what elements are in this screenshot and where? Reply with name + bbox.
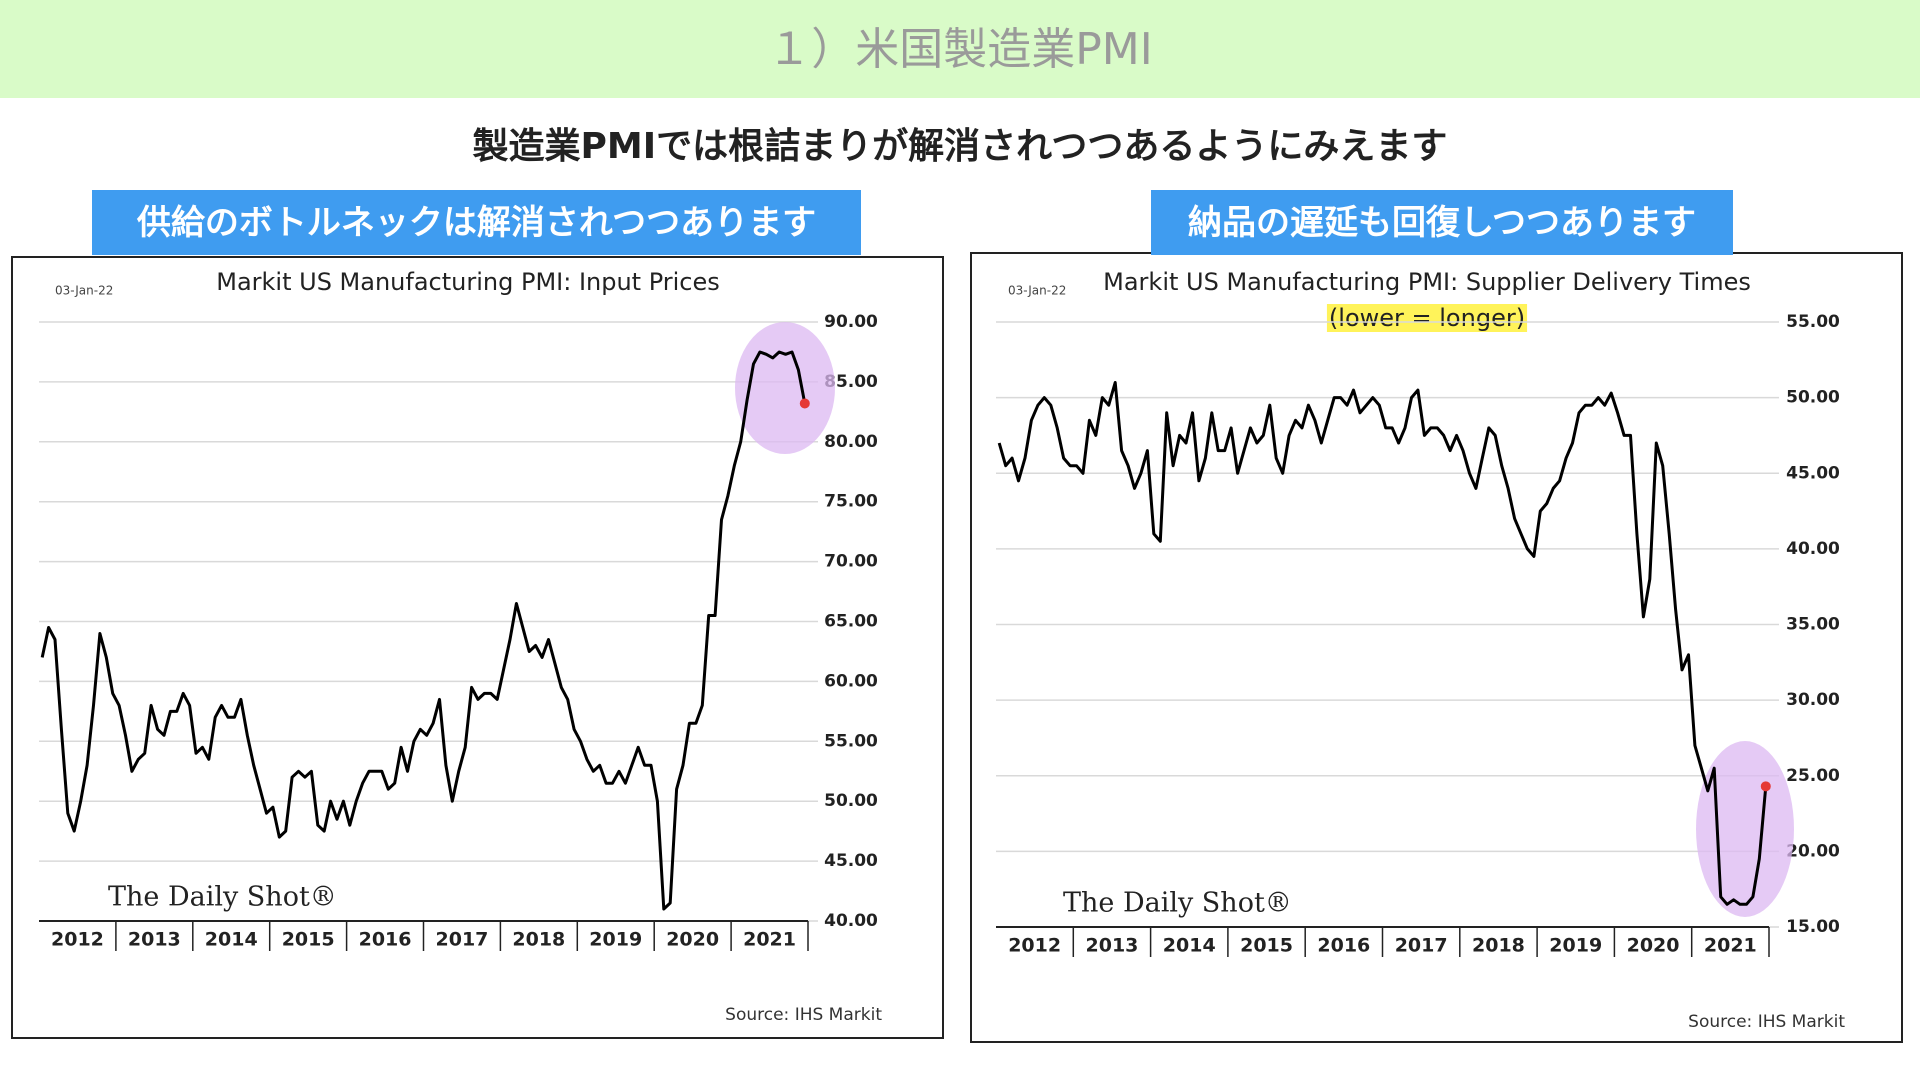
chart-date: 03-Jan-22 [1008, 284, 1066, 298]
y-tick-label: 60.00 [824, 671, 878, 691]
chart-title: Markit US Manufacturing PMI: Input Price… [216, 268, 720, 296]
header-band [0, 0, 1920, 98]
x-tick-label: 2014 [205, 929, 258, 951]
y-tick-label: 55.00 [1786, 312, 1840, 332]
x-tick-label: 2013 [128, 929, 181, 951]
y-tick-label: 15.00 [1786, 917, 1840, 937]
annotation-highlight [1326, 304, 1528, 332]
x-tick-label: 2017 [436, 929, 489, 951]
source-note: Source: IHS Markit [725, 1005, 882, 1025]
data-line [40, 350, 807, 911]
source-note: Source: IHS Markit [1688, 1012, 1845, 1032]
y-tick-label: 55.00 [824, 731, 878, 751]
x-tick-label: 2019 [589, 929, 642, 951]
highlight-ellipse [735, 322, 835, 454]
x-tick-label: 2015 [282, 929, 335, 951]
slide-title: １）米国製造業PMI [767, 24, 1152, 75]
y-tick-label: 30.00 [1786, 690, 1840, 710]
y-tick-label: 90.00 [824, 312, 878, 332]
last-point-marker [1760, 781, 1771, 792]
last-point-marker [799, 398, 810, 409]
y-tick-label: 50.00 [824, 791, 878, 811]
x-tick-label: 2013 [1086, 935, 1139, 957]
y-tick-label: 65.00 [824, 612, 878, 632]
y-tick-label: 75.00 [824, 492, 878, 512]
y-tick-label: 20.00 [1786, 841, 1840, 861]
chart-title: Markit US Manufacturing PMI: Supplier De… [1103, 268, 1751, 296]
x-tick-label: 2012 [1008, 935, 1061, 957]
x-tick-label: 2019 [1549, 935, 1602, 957]
chart-heading: 供給のボトルネックは解消されつつあります [136, 203, 816, 243]
x-tick-label: 2020 [1627, 935, 1680, 957]
y-tick-label: 35.00 [1786, 615, 1840, 635]
x-tick-label: 2012 [51, 929, 104, 951]
highlight-ellipse [1696, 741, 1794, 917]
x-tick-label: 2016 [1317, 935, 1370, 957]
y-tick-label: 85.00 [824, 372, 878, 392]
y-tick-label: 25.00 [1786, 766, 1840, 786]
data-line [997, 381, 1768, 906]
heading-banner [1151, 190, 1733, 255]
y-tick-label: 70.00 [824, 552, 878, 572]
x-tick-label: 2021 [1704, 935, 1757, 957]
x-tick-label: 2015 [1240, 935, 1293, 957]
x-tick-label: 2021 [743, 929, 796, 951]
y-tick-label: 50.00 [1786, 388, 1840, 408]
x-tick-label: 2018 [1472, 935, 1525, 957]
chart-annotation: (lower = longer) [1329, 304, 1525, 332]
watermark: The Daily Shot® [108, 882, 337, 913]
chart-date: 03-Jan-22 [55, 284, 113, 298]
chart-frame [970, 252, 1903, 1043]
watermark: The Daily Shot® [1063, 888, 1292, 919]
x-tick-label: 2014 [1163, 935, 1216, 957]
y-tick-label: 40.00 [1786, 539, 1840, 559]
x-tick-label: 2016 [359, 929, 412, 951]
slide-subtitle: 製造業PMIでは根詰まりが解消されつつあるようにみえます [473, 126, 1448, 167]
heading-banner [92, 190, 861, 255]
y-tick-label: 45.00 [824, 851, 878, 871]
y-tick-label: 45.00 [1786, 463, 1840, 483]
x-tick-label: 2020 [666, 929, 719, 951]
chart-heading: 納品の遅延も回復しつつあります [1188, 203, 1696, 243]
x-tick-label: 2017 [1395, 935, 1448, 957]
x-tick-label: 2018 [512, 929, 565, 951]
y-tick-label: 40.00 [824, 911, 878, 931]
y-tick-label: 80.00 [824, 432, 878, 452]
